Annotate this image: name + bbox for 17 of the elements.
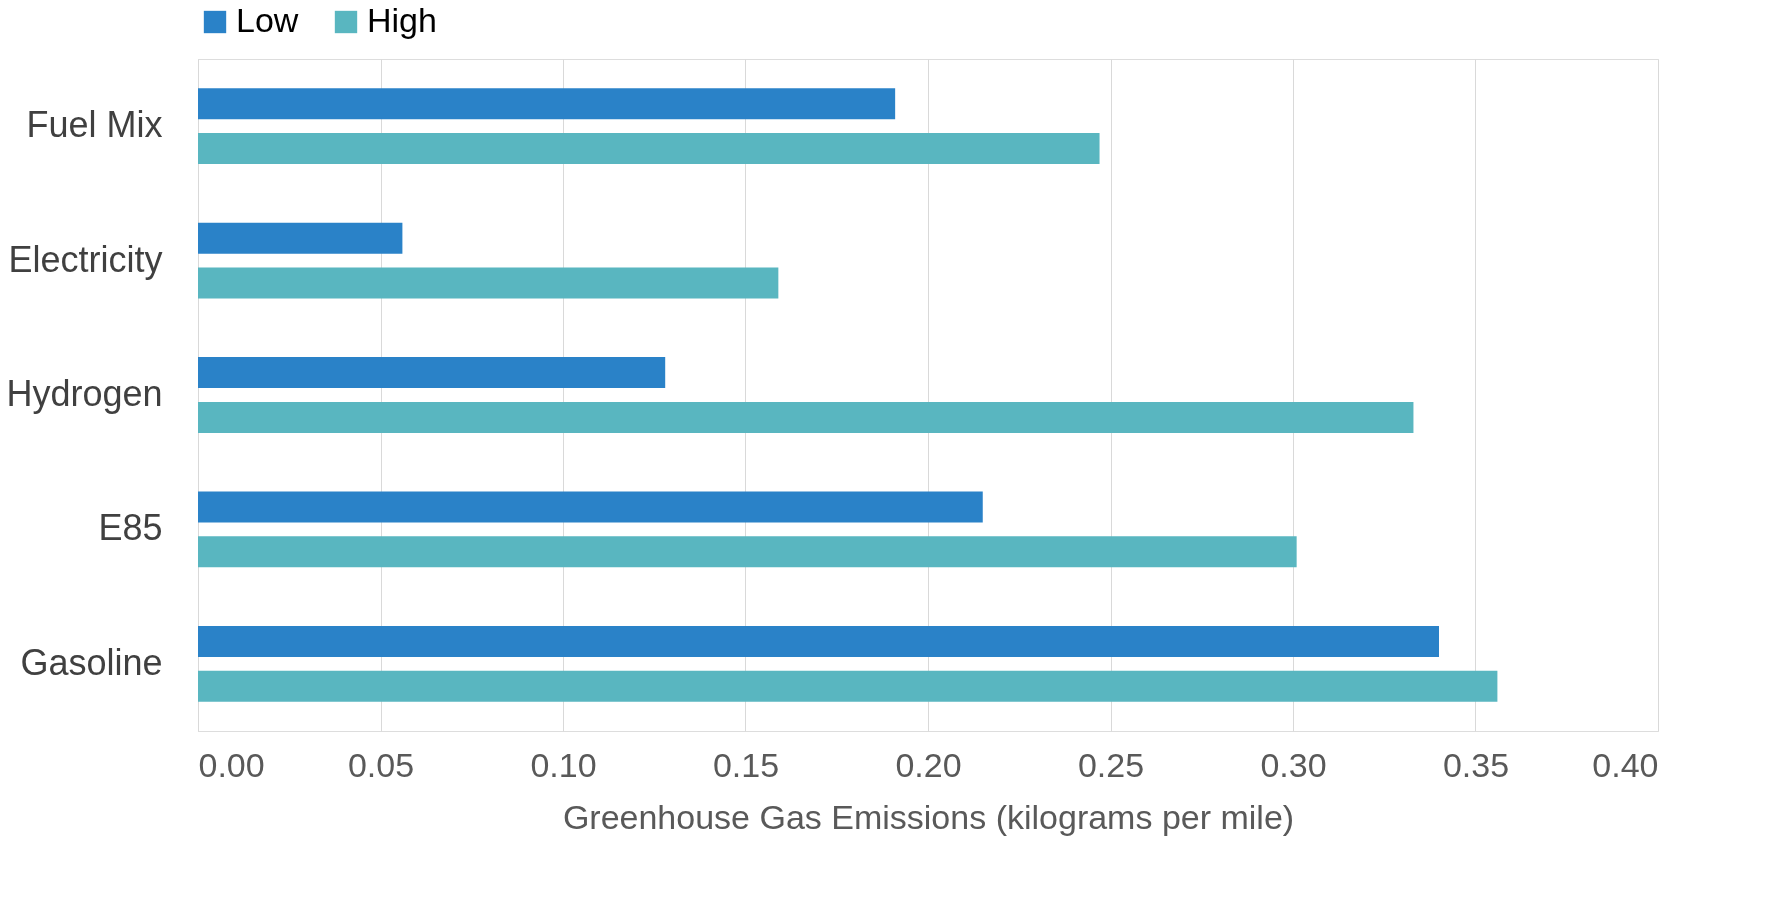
y-tick-label: Hydrogen — [6, 373, 163, 414]
legend-label: High — [367, 1, 437, 39]
x-tick-label: 0.00 — [198, 745, 265, 784]
x-tick-label: 0.10 — [530, 745, 597, 784]
legend-label: Low — [236, 1, 299, 39]
x-tick-label: 0.20 — [895, 745, 962, 784]
y-tick-label: Fuel Mix — [26, 104, 163, 146]
y-tick-label: Gasoline — [20, 641, 163, 683]
y-tick-label: E85 — [98, 507, 163, 549]
x-tick-label: 0.25 — [1077, 745, 1145, 784]
x-tick-label: 0.35 — [1442, 745, 1510, 784]
x-tick-label: 0.40 — [1592, 745, 1659, 784]
x-tick-label: 0.30 — [1260, 745, 1327, 784]
x-axis-title: Greenhouse Gas Emissions (kilograms per mile) — [562, 797, 1295, 836]
x-tick-label: 0.15 — [712, 745, 780, 784]
x-tick-label: 0.05 — [347, 745, 415, 784]
y-tick-label: Electricity — [8, 238, 163, 280]
